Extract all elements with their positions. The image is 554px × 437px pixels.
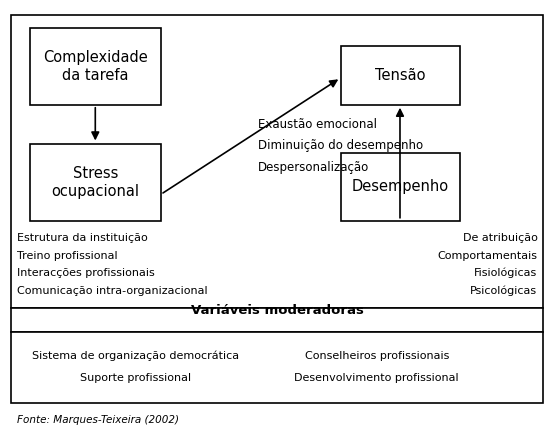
FancyBboxPatch shape [11, 308, 543, 332]
Text: Estrutura da instituição: Estrutura da instituição [17, 233, 147, 243]
Text: Comportamentais: Comportamentais [437, 251, 537, 260]
FancyBboxPatch shape [11, 332, 543, 403]
Text: Fonte: Marques-Teixeira (2002): Fonte: Marques-Teixeira (2002) [17, 415, 178, 424]
Text: Desenvolvimento profissional: Desenvolvimento profissional [294, 373, 459, 383]
FancyBboxPatch shape [341, 46, 460, 105]
FancyBboxPatch shape [30, 28, 161, 105]
Text: Complexidade
da tarefa: Complexidade da tarefa [43, 50, 148, 83]
Text: Exaustão emocional: Exaustão emocional [258, 118, 377, 131]
Text: Fisiológicas: Fisiológicas [474, 268, 537, 278]
Text: Diminuição do desempenho: Diminuição do desempenho [258, 139, 423, 153]
FancyBboxPatch shape [11, 15, 543, 308]
Text: Interacções profissionais: Interacções profissionais [17, 268, 155, 278]
Text: Stress
ocupacional: Stress ocupacional [52, 166, 140, 199]
Text: De atribuição: De atribuição [463, 233, 537, 243]
Text: Comunicação intra-organizacional: Comunicação intra-organizacional [17, 286, 207, 295]
Text: Variáveis moderadoras: Variáveis moderadoras [191, 304, 363, 317]
FancyBboxPatch shape [341, 153, 460, 221]
FancyBboxPatch shape [30, 144, 161, 221]
Text: Desempenho: Desempenho [352, 179, 449, 194]
Text: Despersonalização: Despersonalização [258, 161, 369, 174]
Text: Conselheiros profissionais: Conselheiros profissionais [305, 351, 449, 361]
Text: Sistema de organização democrática: Sistema de organização democrática [32, 351, 239, 361]
Text: Tensão: Tensão [375, 68, 425, 83]
Text: Suporte profissional: Suporte profissional [80, 373, 191, 383]
Text: Psicológicas: Psicológicas [470, 285, 537, 296]
Text: Treino profissional: Treino profissional [17, 251, 117, 260]
